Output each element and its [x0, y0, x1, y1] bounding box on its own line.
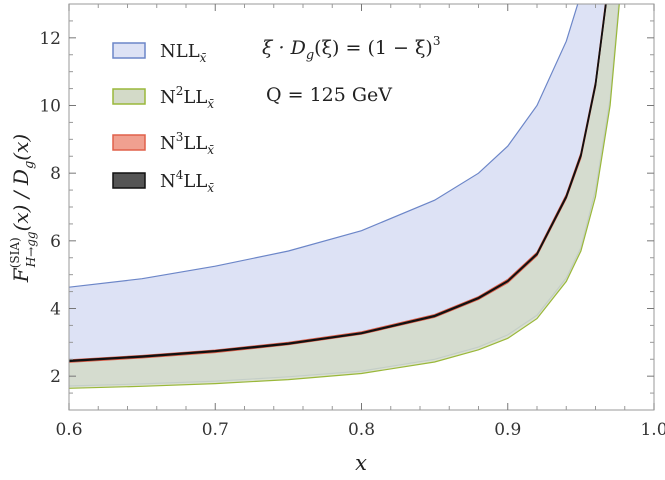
y-tick-label: 12: [39, 29, 61, 49]
y-title-sup: (SIA): [8, 237, 22, 268]
y-tick-label: 4: [50, 300, 61, 320]
band-1: [69, 4, 619, 386]
legend-label-n2ll-n: N: [160, 87, 176, 108]
legend-swatch-nll: [112, 42, 146, 59]
legend-sup-n3ll: 3: [176, 130, 184, 144]
band-1-upper-edge: [69, 4, 579, 288]
legend-label-n2ll-ll: LL: [183, 87, 207, 108]
legend-item-n4ll: N4LLx̄: [112, 168, 214, 195]
svg-text:N2LLx̄: N2LLx̄: [160, 84, 214, 111]
band-4-lower-edge: [69, 4, 607, 363]
svg-text:N4LLx̄: N4LLx̄: [160, 168, 214, 195]
legend-swatch-n3ll: [112, 134, 146, 151]
y-title-g: g: [22, 161, 37, 169]
legend-swatch-n4ll: [112, 172, 146, 189]
legend: NLLx̄ N2LLx̄ N3LLx̄ N4LLx̄: [112, 41, 214, 195]
legend-item-n3ll: N3LLx̄: [112, 130, 214, 157]
annotation-formula-exp: 3: [433, 34, 441, 48]
annotation-formula-b: (ξ) = (1 − ξ): [314, 37, 433, 59]
annotation-formula-g: g: [306, 48, 314, 63]
legend-sup-n4ll: 4: [176, 168, 184, 182]
svg-text:NLLx̄: NLLx̄: [160, 41, 207, 65]
legend-sub-n3ll: x̄: [207, 143, 214, 157]
x-axis-title: x: [355, 451, 367, 475]
bands-layer: [69, 4, 620, 389]
annotation-scale: Q = 125 GeV: [266, 84, 392, 106]
legend-sub-n2ll: x̄: [207, 97, 214, 111]
y-title-rest: (x) / D: [9, 169, 33, 231]
y-title-F: F: [9, 267, 33, 283]
legend-item-nll: NLLx̄: [112, 41, 207, 65]
legend-label-n3ll-ll: LL: [183, 133, 207, 154]
x-tick-label: 0.6: [55, 420, 82, 440]
legend-label-n4ll-n: N: [160, 171, 176, 192]
y-tick-label: 2: [50, 367, 61, 387]
legend-sup-n2ll: 2: [176, 84, 184, 98]
legend-label-n3ll-n: N: [160, 133, 176, 154]
y-title-end: (x): [9, 134, 33, 161]
y-title-sub: H→gg: [24, 231, 38, 268]
band-2-lower-edge: [69, 4, 620, 389]
svg-text:N3LLx̄: N3LLx̄: [160, 130, 214, 157]
y-tick-label: 6: [50, 232, 61, 252]
legend-label-n4ll-ll: LL: [183, 171, 207, 192]
x-tick-label: 1.0: [640, 420, 665, 440]
y-tick-label: 8: [50, 164, 61, 184]
svg-text:F(SIA)H→gg(x) / Dg(x): F(SIA) H→gg(x) / Dg(x): [8, 134, 38, 283]
x-tick-label: 0.9: [494, 420, 521, 440]
x-tick-label: 0.8: [348, 420, 375, 440]
legend-item-n2ll: N2LLx̄: [112, 84, 214, 111]
annotation-formula: ξ · Dg(ξ) = (1 − ξ)3: [262, 34, 440, 63]
legend-sub-n4ll: x̄: [207, 181, 214, 195]
legend-label-nll: NLL: [160, 41, 200, 62]
y-tick-label: 10: [39, 97, 61, 117]
legend-swatch-n2ll: [112, 88, 146, 105]
x-tick-label: 0.7: [202, 420, 229, 440]
y-axis-title: F(SIA) H→gg(x) / Dg(x): [8, 134, 38, 283]
ticks-layer: 0.6 0.7 0.8 0.9 1.0 2 4 6 8 10 12: [39, 3, 665, 440]
annotation-formula-a: ξ · D: [262, 37, 306, 59]
legend-sub-nll: x̄: [200, 51, 207, 65]
